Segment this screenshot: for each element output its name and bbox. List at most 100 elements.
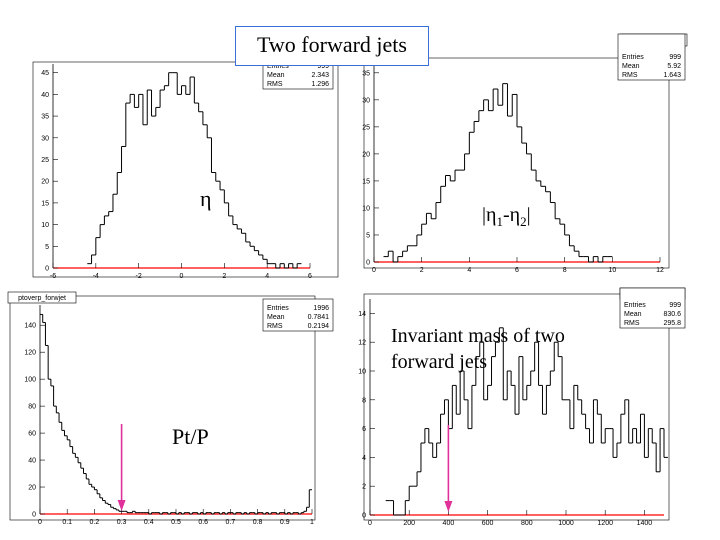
mass-annotation-line1: Invariant mass of two: [391, 325, 565, 347]
stats-label: Mean: [622, 63, 640, 70]
y-tick-label: 35: [41, 114, 49, 121]
stats-value: 1.643: [663, 72, 681, 79]
stats-label: RMS: [624, 320, 640, 327]
x-tick-label: 0: [38, 519, 42, 526]
x-tick-label: 8: [563, 267, 567, 274]
x-tick-label: 0.4: [144, 519, 154, 526]
deta-part-b: -η: [502, 204, 521, 226]
y-tick-label: 40: [41, 92, 49, 99]
y-tick-label: 25: [362, 124, 370, 131]
y-tick-label: 25: [41, 157, 49, 164]
panel-frame: [32, 61, 339, 278]
deta-sub1: 1: [496, 214, 503, 229]
histogram-panel-invmass_forwjets: 020040060080010001200140002468101214invm…: [358, 287, 686, 527]
x-tick-label: 4: [467, 267, 471, 274]
x-tick-label: 0: [368, 520, 372, 527]
y-tick-label: 20: [41, 179, 49, 186]
panel-frame: [363, 293, 670, 521]
stats-label: Entries: [267, 305, 289, 312]
x-tick-label: 200: [403, 520, 415, 527]
stats-value: 0.2194: [308, 323, 330, 330]
x-tick-label: 1200: [597, 520, 613, 527]
y-tick-label: 8: [362, 397, 366, 404]
y-tick-label: 40: [28, 458, 36, 465]
x-tick-label: 4: [265, 273, 269, 280]
y-tick-label: 0: [366, 260, 370, 267]
y-tick-label: 4: [362, 455, 366, 462]
stats-label: Mean: [624, 311, 642, 318]
x-tick-label: 0.7: [226, 519, 236, 526]
stats-box: [619, 287, 686, 329]
x-tick-label: 0.5: [171, 519, 181, 526]
marker-arrow-head: [444, 501, 453, 512]
stats-value: 999: [317, 63, 329, 70]
stats-label: RMS: [267, 323, 283, 330]
x-tick-label: 0: [180, 273, 184, 280]
stats-value: 295.8: [663, 320, 681, 327]
eta-annotation: η: [200, 186, 212, 211]
x-tick-label: 2: [222, 273, 226, 280]
y-tick-label: 6: [362, 426, 366, 433]
x-tick-label: 0.3: [117, 519, 127, 526]
histogram-panel-eta: -6 -4 -2 0 2 4 6 0 5 10 15 20 25 30 35 40 45 Entries 999 Me…: [32, 52, 339, 280]
y-tick-label: 100: [24, 377, 36, 384]
y-tick-label: 5: [366, 232, 370, 239]
x-tick-label: 0: [372, 267, 376, 274]
x-tick-label: 0.8: [253, 519, 263, 526]
x-tick-label: 10: [608, 267, 616, 274]
stats-value: 999: [669, 54, 681, 61]
x-tick-label: 2: [420, 267, 424, 274]
y-tick-label: 30: [362, 97, 370, 104]
x-tick-label: -6: [50, 273, 56, 280]
x-tick-label: 0.9: [280, 519, 290, 526]
y-tick-label: 60: [28, 431, 36, 438]
y-tick-label: 140: [24, 323, 36, 330]
hist-title: ptoverp_forwjet: [18, 295, 66, 302]
panel-frame: [9, 295, 316, 521]
y-tick-label: 10: [362, 205, 370, 212]
x-tick-label: 0.2: [90, 519, 100, 526]
y-tick-label: 35: [362, 70, 370, 77]
y-tick-label: 20: [362, 151, 370, 158]
stats-value: 1.296: [311, 81, 329, 88]
deta-annotation: |η1-η2|: [482, 204, 531, 230]
x-tick-label: 800: [521, 520, 533, 527]
x-tick-label: 600: [482, 520, 494, 527]
marker-arrow-head: [117, 500, 126, 511]
x-tick-label: 400: [443, 520, 455, 527]
ptp-annotation: Pt/P: [172, 424, 209, 449]
y-tick-label: 15: [362, 178, 370, 185]
y-tick-label: 12: [358, 340, 366, 347]
deta-part-c: |: [526, 204, 531, 226]
y-tick-label: 14: [358, 311, 366, 318]
y-tick-label: 5: [45, 244, 49, 251]
deta-part-a: |η: [482, 204, 497, 226]
stats-box: [617, 33, 686, 81]
x-tick-label: 1000: [558, 520, 574, 527]
y-tick-label: 10: [358, 369, 366, 376]
stats-value: 1996: [313, 305, 329, 312]
stats-value: 5.92: [667, 63, 681, 70]
x-tick-label: 1: [310, 519, 314, 526]
x-tick-label: 0.1: [62, 519, 72, 526]
mass-annotation: Invariant mass of two forward jets: [391, 323, 565, 375]
stats-label: Mean: [267, 314, 285, 321]
mass-annotation-line2: forward jets: [391, 351, 488, 373]
x-tick-label: 6: [515, 267, 519, 274]
stats-label: Entries: [624, 302, 646, 309]
x-tick-label: 6: [308, 273, 312, 280]
x-tick-label: 0.6: [198, 519, 208, 526]
stats-value: 999: [669, 302, 681, 309]
stats-value: 0.7841: [308, 314, 330, 321]
stats-value: 2.343: [311, 72, 329, 79]
stats-label: Entries: [622, 54, 644, 61]
y-tick-label: 45: [41, 70, 49, 77]
y-tick-label: 10: [41, 222, 49, 229]
title-annotation: Two forward jets: [235, 26, 429, 66]
stats-box: [262, 298, 334, 332]
y-tick-label: 0: [45, 266, 49, 273]
stats-label: Mean: [267, 72, 285, 79]
y-tick-label: 20: [28, 485, 36, 492]
stats-label: Entries: [267, 63, 289, 70]
